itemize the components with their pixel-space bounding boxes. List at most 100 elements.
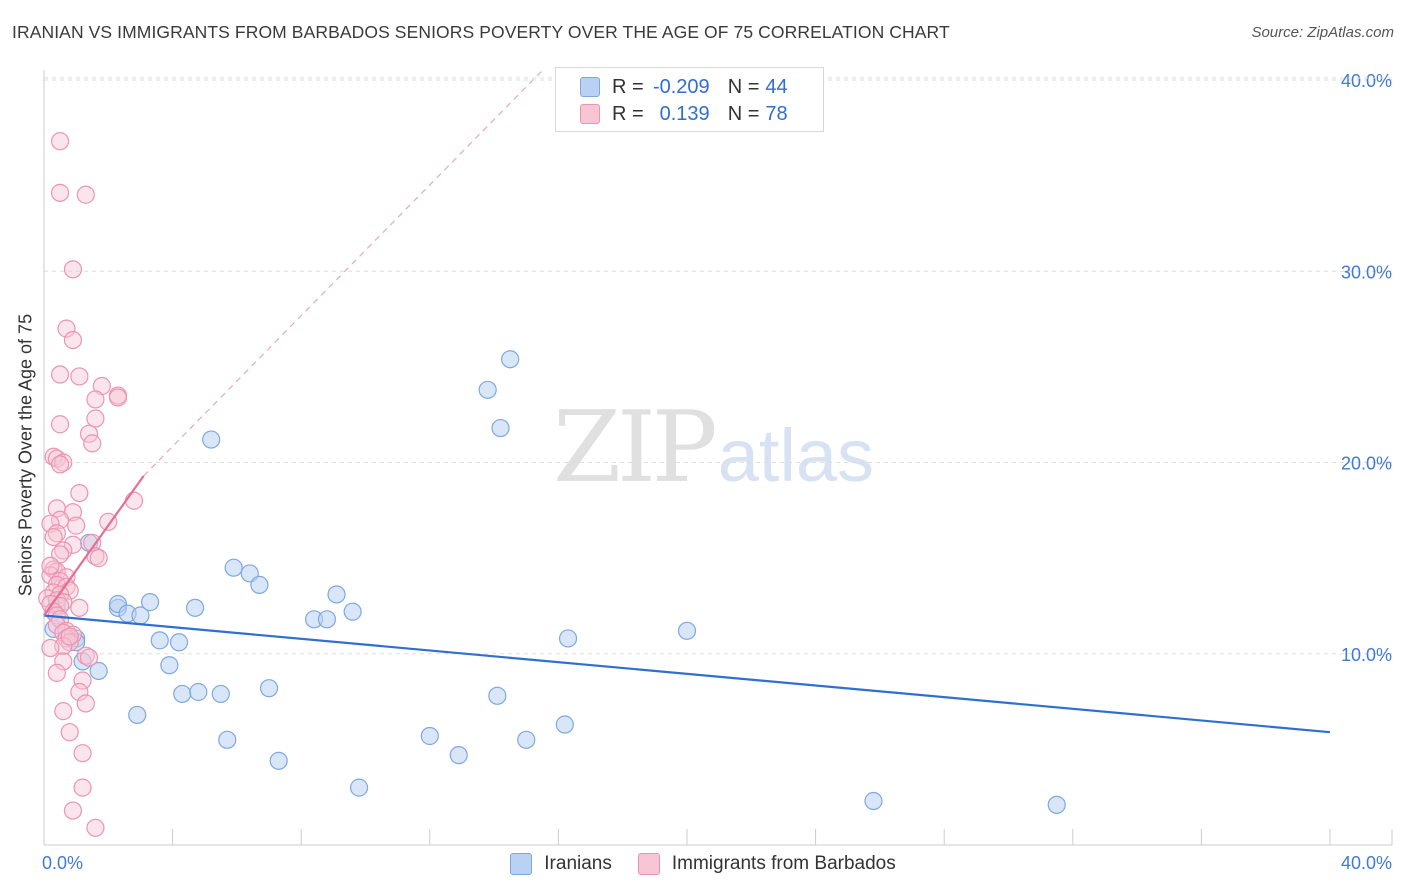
barbados-point (50, 183, 70, 202)
barbados-point (44, 527, 63, 547)
barbados-point (63, 331, 83, 350)
barbados-point (63, 801, 83, 820)
x-tick-label: 0.0% (42, 853, 83, 873)
iranian-point (211, 684, 230, 704)
iranian-point (128, 705, 147, 725)
iranian-point (677, 621, 697, 640)
barbados-point (83, 434, 102, 453)
barbados-point (54, 453, 73, 472)
barbados-point (76, 185, 95, 204)
iranian-point (160, 656, 179, 675)
iranian-point (269, 751, 288, 770)
x-tick-label: 40.0% (1341, 853, 1392, 873)
iranian-point (173, 684, 192, 704)
barbados-point (73, 744, 92, 763)
barbados-point (50, 132, 70, 151)
legend-item-iranians[interactable]: Iranians (510, 853, 612, 875)
iranian-point (218, 730, 237, 749)
barbados-point (50, 455, 70, 474)
barbados-point (50, 365, 70, 384)
iranian-point (491, 418, 510, 438)
iranian-point (343, 602, 362, 621)
barbados-point (70, 682, 89, 702)
barbados-point (76, 694, 95, 713)
barbados-point (47, 663, 66, 682)
barbados-point (108, 388, 128, 407)
barbados-point (57, 319, 76, 338)
barbados-point (54, 652, 73, 671)
barbados-point (73, 778, 92, 797)
iranian-point (259, 679, 279, 698)
barbados-point (83, 533, 102, 552)
iranian-point (150, 631, 169, 650)
barbados-point (50, 510, 70, 529)
barbados-point (41, 566, 60, 585)
barbados-trend-line (43, 475, 145, 617)
iranian-point (1047, 795, 1066, 814)
iranian-point (449, 746, 468, 765)
barbados-point (70, 367, 89, 386)
legend-n-value: 78 (765, 102, 788, 125)
source-attribution: Source: ZipAtlas.com (1251, 24, 1394, 41)
iranian-point (478, 380, 497, 399)
barbados-point (50, 610, 70, 629)
y-tick-label: 10.0% (1341, 645, 1392, 665)
barbados-point (99, 512, 118, 531)
iranian-point (189, 682, 208, 702)
y-tick-label: 20.0% (1341, 454, 1392, 474)
iranian-point (488, 686, 507, 705)
iranian-point (501, 350, 520, 369)
legend-r-label: R = (612, 75, 644, 98)
legend-r-value: -0.209 (652, 75, 710, 98)
legend-n-value: 44 (765, 75, 788, 98)
correlation-legend: R = -0.209 N = 44 R = 0.139 N = 78 (555, 67, 824, 132)
iranian-point (89, 661, 108, 681)
legend-r-value: 0.139 (659, 102, 710, 125)
iranian-point (555, 715, 574, 734)
iranian-point (224, 558, 243, 577)
iranian-point (317, 610, 337, 629)
barbados-point (54, 702, 73, 721)
iranian-point (558, 629, 578, 648)
legend-n-label: N = (727, 102, 760, 125)
barbados-point (70, 484, 89, 503)
iranian-point (349, 778, 369, 797)
iranian-point (420, 726, 439, 746)
chart-title: IRANIAN VS IMMIGRANTS FROM BARBADOS SENI… (12, 22, 950, 42)
barbados-point (79, 648, 99, 667)
y-tick-label: 30.0% (1341, 262, 1392, 282)
iranian-point (517, 730, 536, 749)
barbados-point (73, 671, 92, 690)
legend-label-barbados: Immigrants from Barbados (671, 853, 896, 874)
y-tick-label: 40.0% (1341, 71, 1392, 91)
barbados-point (86, 818, 105, 837)
barbados-point (76, 646, 95, 665)
legend-swatch-blue (510, 853, 533, 875)
legend-label-iranians: Iranians (544, 853, 612, 874)
barbados-point (41, 638, 60, 658)
legend-item-barbados[interactable]: Immigrants from Barbados (637, 853, 896, 875)
watermark-zip: ZIP (553, 391, 718, 505)
barbados-point (60, 627, 79, 646)
barbados-point (70, 598, 89, 617)
series-legend: Iranians Immigrants from Barbados (0, 853, 1406, 875)
y-axis-label: Seniors Poverty Over the Age of 75 (15, 313, 36, 597)
barbados-point (41, 556, 60, 575)
barbados-point (63, 260, 83, 279)
legend-r-label: R = (612, 102, 644, 125)
barbados-point (86, 390, 105, 409)
barbados-point (79, 424, 99, 443)
watermark: ZIPatlas (553, 398, 874, 497)
barbados-point (67, 516, 86, 535)
barbados-point (86, 409, 105, 428)
iranian-point (864, 791, 883, 811)
barbados-point (63, 535, 83, 554)
iranian-point (327, 585, 346, 604)
barbados-point (41, 514, 60, 533)
barbados-point (124, 491, 144, 510)
iranian-point (250, 575, 269, 595)
barbados-point (60, 723, 79, 742)
barbados-point (50, 415, 70, 434)
iranian-trend-line (43, 614, 1331, 734)
